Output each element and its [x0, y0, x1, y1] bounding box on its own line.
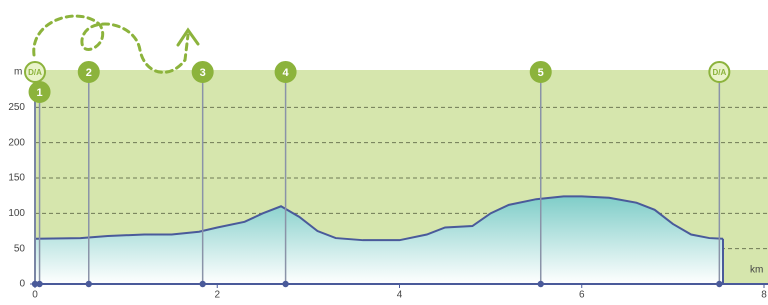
waypoint-label: 5	[538, 67, 544, 79]
waypoint-dot	[36, 281, 42, 287]
y-tick-label: 0	[19, 279, 25, 290]
waypoint-label: 3	[200, 67, 206, 79]
chart: m km 0 50 100 150 200 250 0 2 4 6 8 D/A 1 2 3 4 5 D/A	[0, 0, 768, 300]
waypoint-label: D/A	[28, 68, 42, 77]
y-axis-label: m	[14, 67, 22, 78]
waypoint-dot	[199, 281, 205, 287]
x-tick-label: 6	[579, 290, 585, 300]
y-tick-label: 100	[8, 208, 25, 219]
x-tick-label: 8	[761, 290, 767, 300]
y-tick-label: 250	[8, 102, 25, 113]
waypoint-dot	[538, 281, 544, 287]
waypoint-dot	[716, 281, 722, 287]
waypoint-dot	[86, 281, 92, 287]
waypoint-label: 2	[86, 67, 92, 79]
x-tick-label: 0	[32, 290, 38, 300]
y-tick-label: 150	[8, 173, 25, 184]
x-tick-label: 4	[397, 290, 403, 300]
x-axis-label: km	[750, 265, 763, 276]
waypoint-label: 4	[283, 67, 290, 79]
y-tick-label: 200	[8, 137, 25, 148]
waypoint-label: 1	[36, 87, 42, 99]
waypoint-label: D/A	[712, 68, 726, 77]
x-tick-label: 2	[214, 290, 220, 300]
logo	[34, 16, 198, 72]
y-tick-label: 50	[14, 243, 26, 254]
waypoint-dot	[282, 281, 288, 287]
